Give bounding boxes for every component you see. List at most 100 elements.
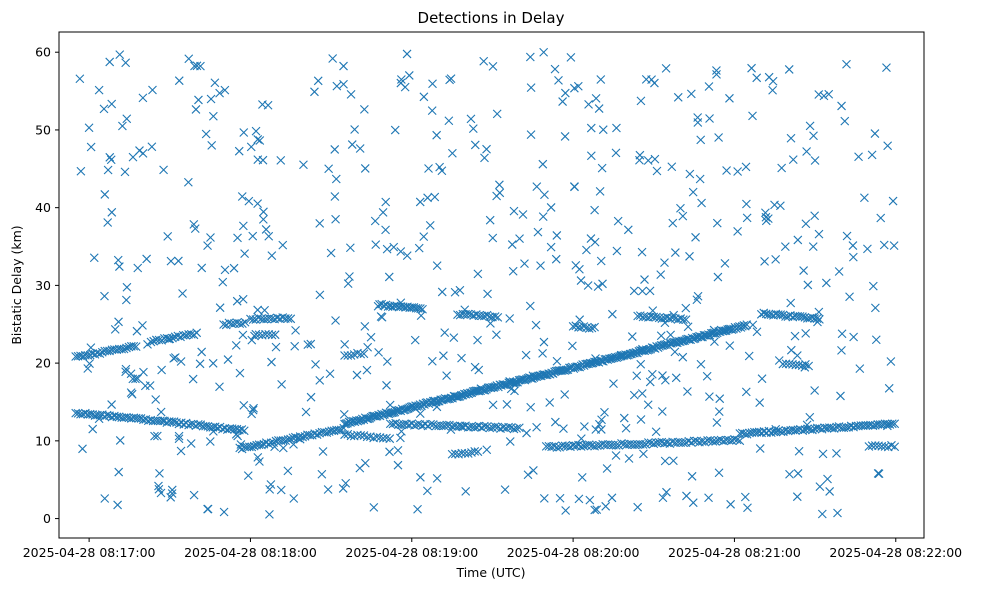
detection-point — [584, 324, 594, 333]
detection-point — [536, 261, 545, 271]
detection-point — [819, 91, 829, 101]
detection-point — [419, 232, 429, 241]
y-axis: 0 10 20 30 40 50 60 — [35, 45, 59, 526]
detection-point — [817, 509, 827, 519]
detection-point — [598, 279, 607, 289]
detection-point — [463, 449, 473, 458]
detection-point — [410, 335, 420, 345]
detection-point — [432, 474, 442, 483]
detection-point — [569, 83, 579, 93]
detection-point — [176, 446, 186, 456]
x-tick-label: 2025-04-28 08:19:00 — [345, 545, 478, 560]
detection-point — [647, 75, 656, 85]
detection-point — [848, 252, 858, 262]
detection-point — [247, 335, 257, 345]
detection-point — [778, 310, 788, 320]
detection-point — [157, 365, 167, 375]
detection-point — [841, 423, 851, 432]
detection-point — [128, 374, 138, 384]
detection-point — [870, 129, 880, 138]
detection-point — [250, 331, 259, 341]
detection-point — [393, 445, 403, 455]
detection-point — [95, 410, 105, 420]
detection-point — [580, 422, 589, 431]
detection-point — [863, 244, 872, 254]
detection-point — [251, 126, 261, 136]
detection-point — [678, 211, 688, 221]
detection-point — [186, 439, 196, 448]
detection-point — [196, 420, 206, 430]
detection-point — [345, 272, 354, 281]
detection-point — [521, 350, 531, 360]
detection-point — [243, 471, 253, 481]
detection-point — [532, 422, 541, 432]
detection-point — [499, 380, 509, 390]
detection-point — [247, 442, 257, 452]
detection-point — [396, 433, 405, 443]
detection-point — [414, 243, 424, 253]
detection-point — [479, 421, 489, 431]
detection-point — [883, 141, 893, 151]
detection-point — [249, 441, 259, 451]
detection-point — [215, 88, 224, 98]
detection-point — [382, 380, 391, 390]
detection-point — [637, 389, 647, 398]
detection-point — [546, 203, 556, 212]
detection-point — [490, 312, 500, 321]
detection-point — [254, 313, 263, 323]
detection-point — [425, 221, 435, 230]
detection-point — [266, 480, 276, 489]
detection-point — [560, 441, 570, 451]
detection-point — [692, 295, 702, 305]
detection-point — [207, 141, 217, 150]
detection-point — [139, 367, 148, 377]
detection-point — [814, 307, 824, 317]
detection-point — [220, 85, 230, 95]
detection-point — [258, 214, 268, 224]
detection-point — [369, 503, 379, 512]
detection-point — [428, 79, 437, 89]
detection-point — [149, 336, 159, 346]
detection-point — [95, 349, 105, 358]
detection-point — [638, 286, 647, 296]
detection-point — [174, 434, 184, 444]
detection-point — [387, 408, 397, 418]
detection-point — [169, 417, 179, 427]
detection-point — [237, 192, 247, 201]
detection-point — [525, 52, 535, 62]
detection-point — [584, 440, 594, 449]
detection-point — [322, 428, 332, 438]
detection-point — [165, 334, 175, 344]
detection-point — [384, 272, 394, 282]
y-tick-label: 30 — [35, 278, 51, 293]
detection-point — [339, 61, 348, 71]
detection-point — [506, 423, 516, 432]
detection-point — [805, 121, 815, 131]
detection-point — [601, 501, 611, 511]
detection-point — [447, 148, 457, 158]
detection-point — [315, 218, 325, 228]
detection-point — [508, 266, 518, 276]
detection-point — [289, 439, 298, 449]
detection-point — [612, 123, 621, 133]
detection-point — [446, 74, 456, 84]
detection-point — [390, 125, 400, 135]
detection-point — [760, 256, 769, 266]
detection-point — [590, 205, 599, 215]
detection-point — [306, 392, 316, 402]
detection-point — [265, 509, 274, 519]
detection-point — [639, 449, 648, 459]
detection-point — [685, 251, 694, 261]
detection-point — [780, 242, 790, 251]
detection-point — [890, 442, 900, 452]
detection-point — [515, 234, 524, 244]
detection-point — [619, 413, 629, 423]
detection-point — [656, 270, 666, 280]
detection-point — [834, 267, 844, 276]
detection-point — [492, 109, 502, 119]
detection-point — [490, 422, 500, 431]
detection-point — [483, 289, 492, 299]
detection-point — [328, 54, 338, 63]
detection-point — [457, 448, 467, 458]
detection-point — [170, 353, 180, 362]
